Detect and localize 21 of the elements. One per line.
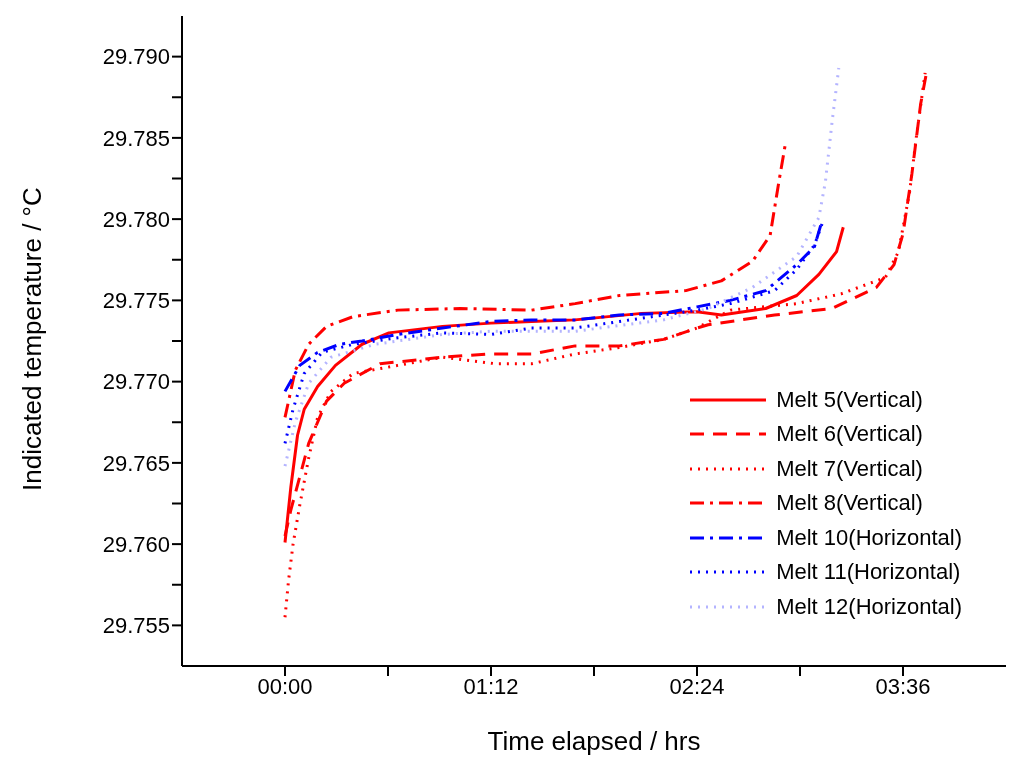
x-tick-label: 00:00 [257, 673, 313, 699]
x-tick-label: 03:36 [875, 673, 931, 699]
legend-label: Melt 12(Horizontal) [776, 593, 962, 620]
legend-label: Melt 8(Vertical) [776, 490, 923, 517]
y-tick-label: 29.790 [102, 44, 170, 70]
x-axis-title: Time elapsed / hrs [487, 726, 701, 756]
x-tick-label: 01:12 [463, 673, 519, 699]
legend-label: Melt 7(Vertical) [776, 455, 923, 482]
y-tick-label: 29.760 [102, 531, 170, 557]
y-axis-title: Indicated temperature / °C [17, 187, 48, 491]
y-tick-label: 29.765 [102, 450, 170, 476]
y-tick-label: 29.775 [102, 288, 170, 314]
x-tick-label: 02:24 [669, 673, 725, 699]
y-tick-label: 29.770 [102, 369, 170, 395]
legend-label: Melt 6(Vertical) [776, 421, 923, 448]
y-tick-label: 29.780 [102, 206, 170, 232]
legend-label: Melt 5(Vertical) [776, 386, 923, 413]
y-tick-label: 29.755 [102, 613, 170, 639]
legend-label: Melt 10(Horizontal) [776, 524, 962, 551]
legend-label: Melt 11(Horizontal) [776, 559, 961, 586]
y-tick-label: 29.785 [102, 125, 170, 151]
